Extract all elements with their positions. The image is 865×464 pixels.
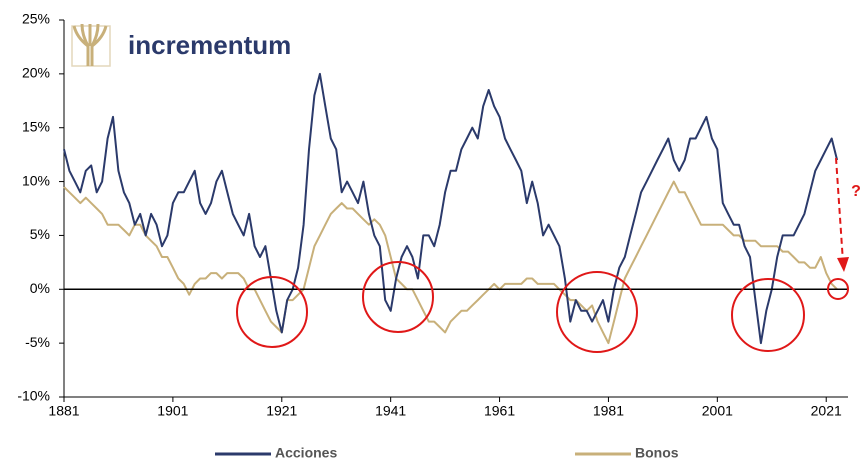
- x-tick-label: 1941: [375, 403, 406, 419]
- x-tick-label: 1901: [157, 403, 188, 419]
- x-tick-label: 1921: [266, 403, 297, 419]
- y-tick-label: 5%: [30, 226, 50, 242]
- series-line: [63, 72, 839, 345]
- logo-icon: [71, 23, 111, 67]
- x-tick-label: 1881: [48, 403, 79, 419]
- annotation: ?: [851, 183, 861, 200]
- x-tick-label: 1981: [593, 403, 624, 419]
- y-tick-label: 0%: [30, 280, 50, 296]
- annotations: [236, 157, 849, 353]
- y-tick-label: 15%: [22, 118, 50, 134]
- x-tick-label: 1961: [484, 403, 515, 419]
- y-tick-label: 20%: [22, 65, 50, 81]
- x-tick-label: 2021: [811, 403, 842, 419]
- y-tick-label: -10%: [17, 388, 50, 404]
- x-tick-label: 2001: [702, 403, 733, 419]
- y-tick-label: 10%: [22, 172, 50, 188]
- legend-label: Acciones: [275, 445, 337, 461]
- series-line: [63, 180, 838, 345]
- y-tick-label: -5%: [25, 334, 50, 350]
- legend-label: Bonos: [635, 445, 679, 461]
- logo-text: incrementum: [128, 30, 291, 60]
- y-tick-label: 25%: [22, 11, 50, 27]
